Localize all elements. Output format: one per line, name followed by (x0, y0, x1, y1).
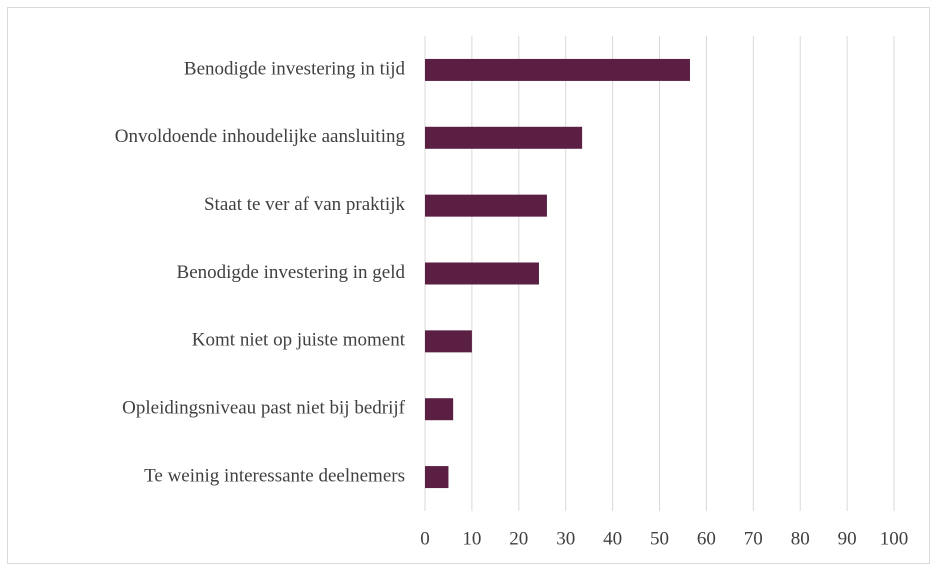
bar (425, 262, 539, 285)
y-tick-label: Staat te ver af van praktijk (204, 194, 406, 215)
bar (425, 466, 449, 489)
x-tick-label: 20 (509, 528, 528, 549)
y-tick-label: Te weinig interessante deelnemers (144, 465, 405, 486)
x-tick-label: 30 (556, 528, 575, 549)
bar (425, 126, 583, 149)
x-tick-label: 10 (462, 528, 481, 549)
bar (425, 398, 454, 421)
x-tick-label: 70 (744, 528, 763, 549)
y-tick-label: Komt niet op juiste moment (192, 330, 406, 351)
bar (425, 58, 690, 81)
y-tick-label: Benodigde investering in geld (177, 262, 406, 283)
x-tick-label: 40 (603, 528, 622, 549)
chart-frame (7, 7, 930, 564)
bar (425, 194, 547, 217)
x-tick-label: 100 (880, 528, 909, 549)
x-tick-label: 50 (650, 528, 669, 549)
y-tick-label: Onvoldoende inhoudelijke aansluiting (115, 126, 406, 147)
y-tick-label: Benodigde investering in tijd (184, 58, 406, 79)
bar (425, 330, 472, 353)
x-tick-label: 80 (791, 528, 810, 549)
x-tick-label: 60 (697, 528, 716, 549)
y-tick-label: Opleidingsniveau past niet bij bedrijf (122, 398, 406, 419)
x-tick-label: 0 (420, 528, 430, 549)
x-tick-label: 90 (838, 528, 857, 549)
